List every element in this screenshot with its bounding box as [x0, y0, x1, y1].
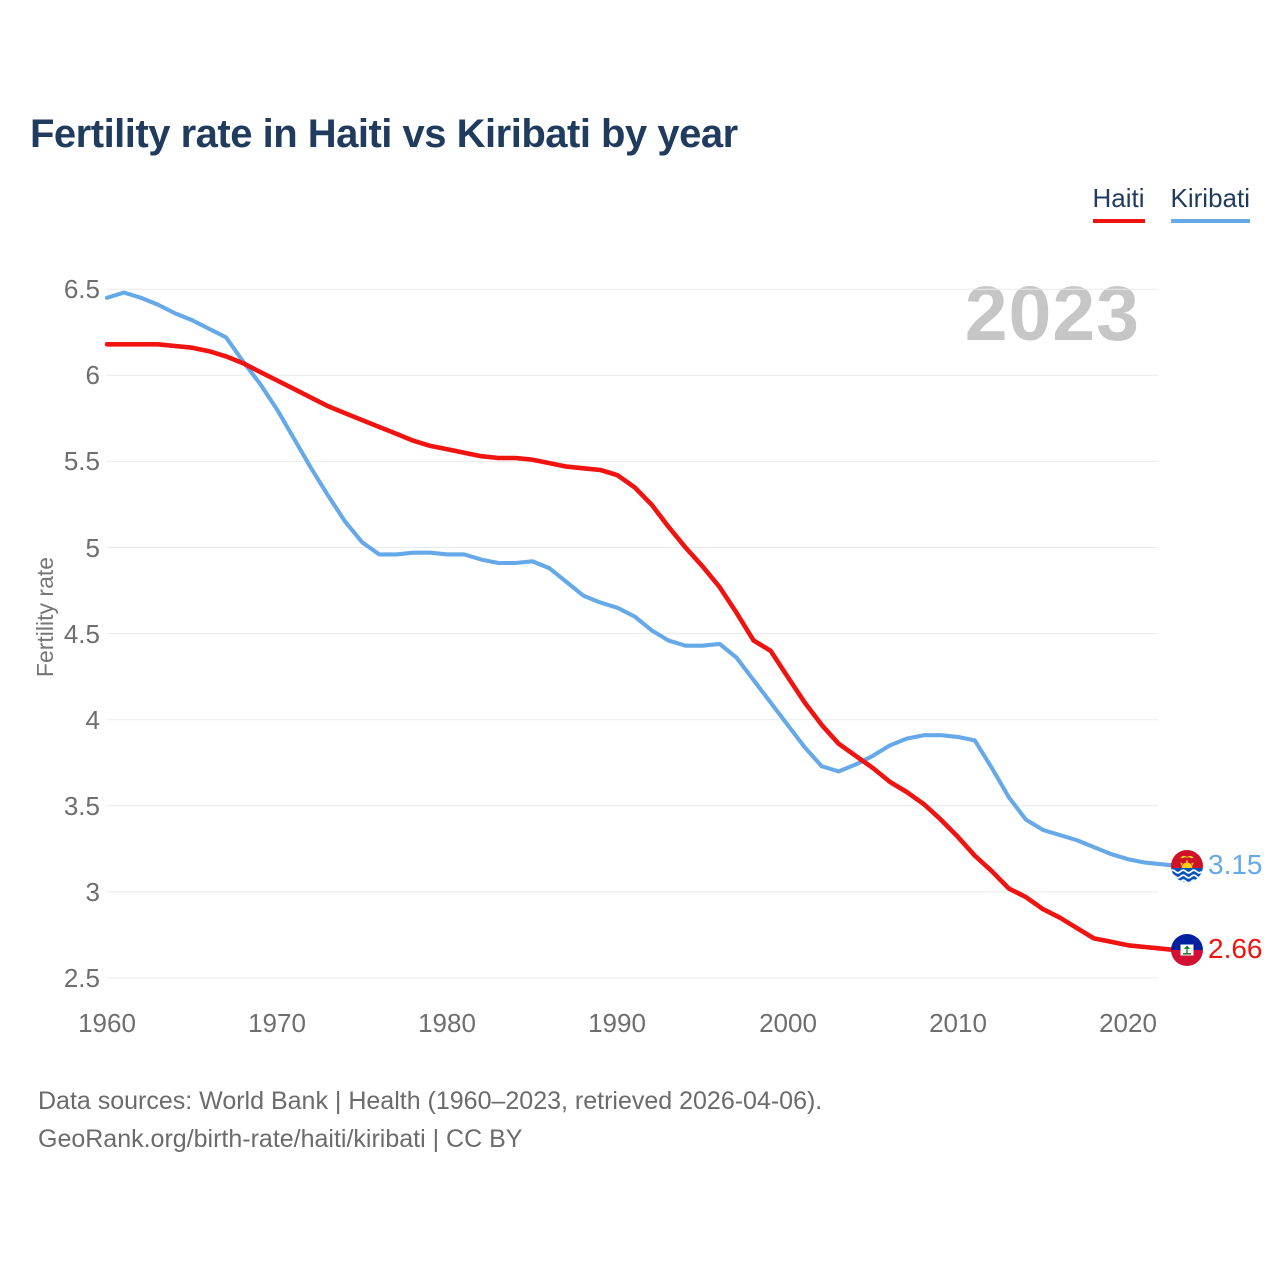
page-title: Fertility rate in Haiti vs Kiribati by y… [30, 112, 738, 156]
gridlines [107, 288, 1158, 979]
x-tick-label: 1960 [78, 1008, 136, 1038]
y-tick-label: 5 [85, 533, 100, 563]
x-tick-label: 1970 [248, 1008, 306, 1038]
haiti-end-value: 2.66 [1208, 933, 1263, 964]
x-tick-label: 2000 [759, 1008, 817, 1038]
x-tick-label: 1980 [418, 1008, 476, 1038]
x-tick-label: 2020 [1099, 1008, 1157, 1038]
data-sources-line: Data sources: World Bank | Health (1960–… [38, 1087, 823, 1115]
legend: Haiti Kiribati [1092, 183, 1250, 223]
haiti-flag-icon [1171, 934, 1203, 966]
y-tick-label: 6 [85, 360, 100, 390]
legend-item-haiti[interactable]: Haiti [1092, 183, 1145, 223]
kiribati-flag-icon [1171, 850, 1203, 882]
legend-item-kiribati[interactable]: Kiribati [1170, 183, 1250, 223]
haiti-line [104, 341, 1182, 953]
y-tick-label: 3 [85, 877, 100, 907]
y-axis-label: Fertility rate [32, 556, 58, 678]
x-tick-label: 2010 [929, 1008, 987, 1038]
y-tick-label: 2.5 [63, 963, 100, 993]
footer: Data sources: World Bank | Health (1960–… [38, 1082, 822, 1158]
y-tick-label: 4 [85, 705, 100, 735]
y-tick-label: 4.5 [63, 619, 100, 649]
x-tick-label: 1990 [588, 1008, 646, 1038]
y-tick-label: 3.5 [63, 791, 100, 821]
y-tick-label: 5.5 [63, 446, 100, 476]
attribution-line: GeoRank.org/birth-rate/haiti/kiribati | … [38, 1125, 523, 1153]
kiribati-line [104, 290, 1182, 869]
watermark-year: 2023 [964, 271, 1140, 357]
kiribati-end-value: 3.15 [1208, 849, 1263, 880]
series-layer [104, 290, 1182, 953]
y-tick-label: 6.5 [63, 274, 100, 304]
